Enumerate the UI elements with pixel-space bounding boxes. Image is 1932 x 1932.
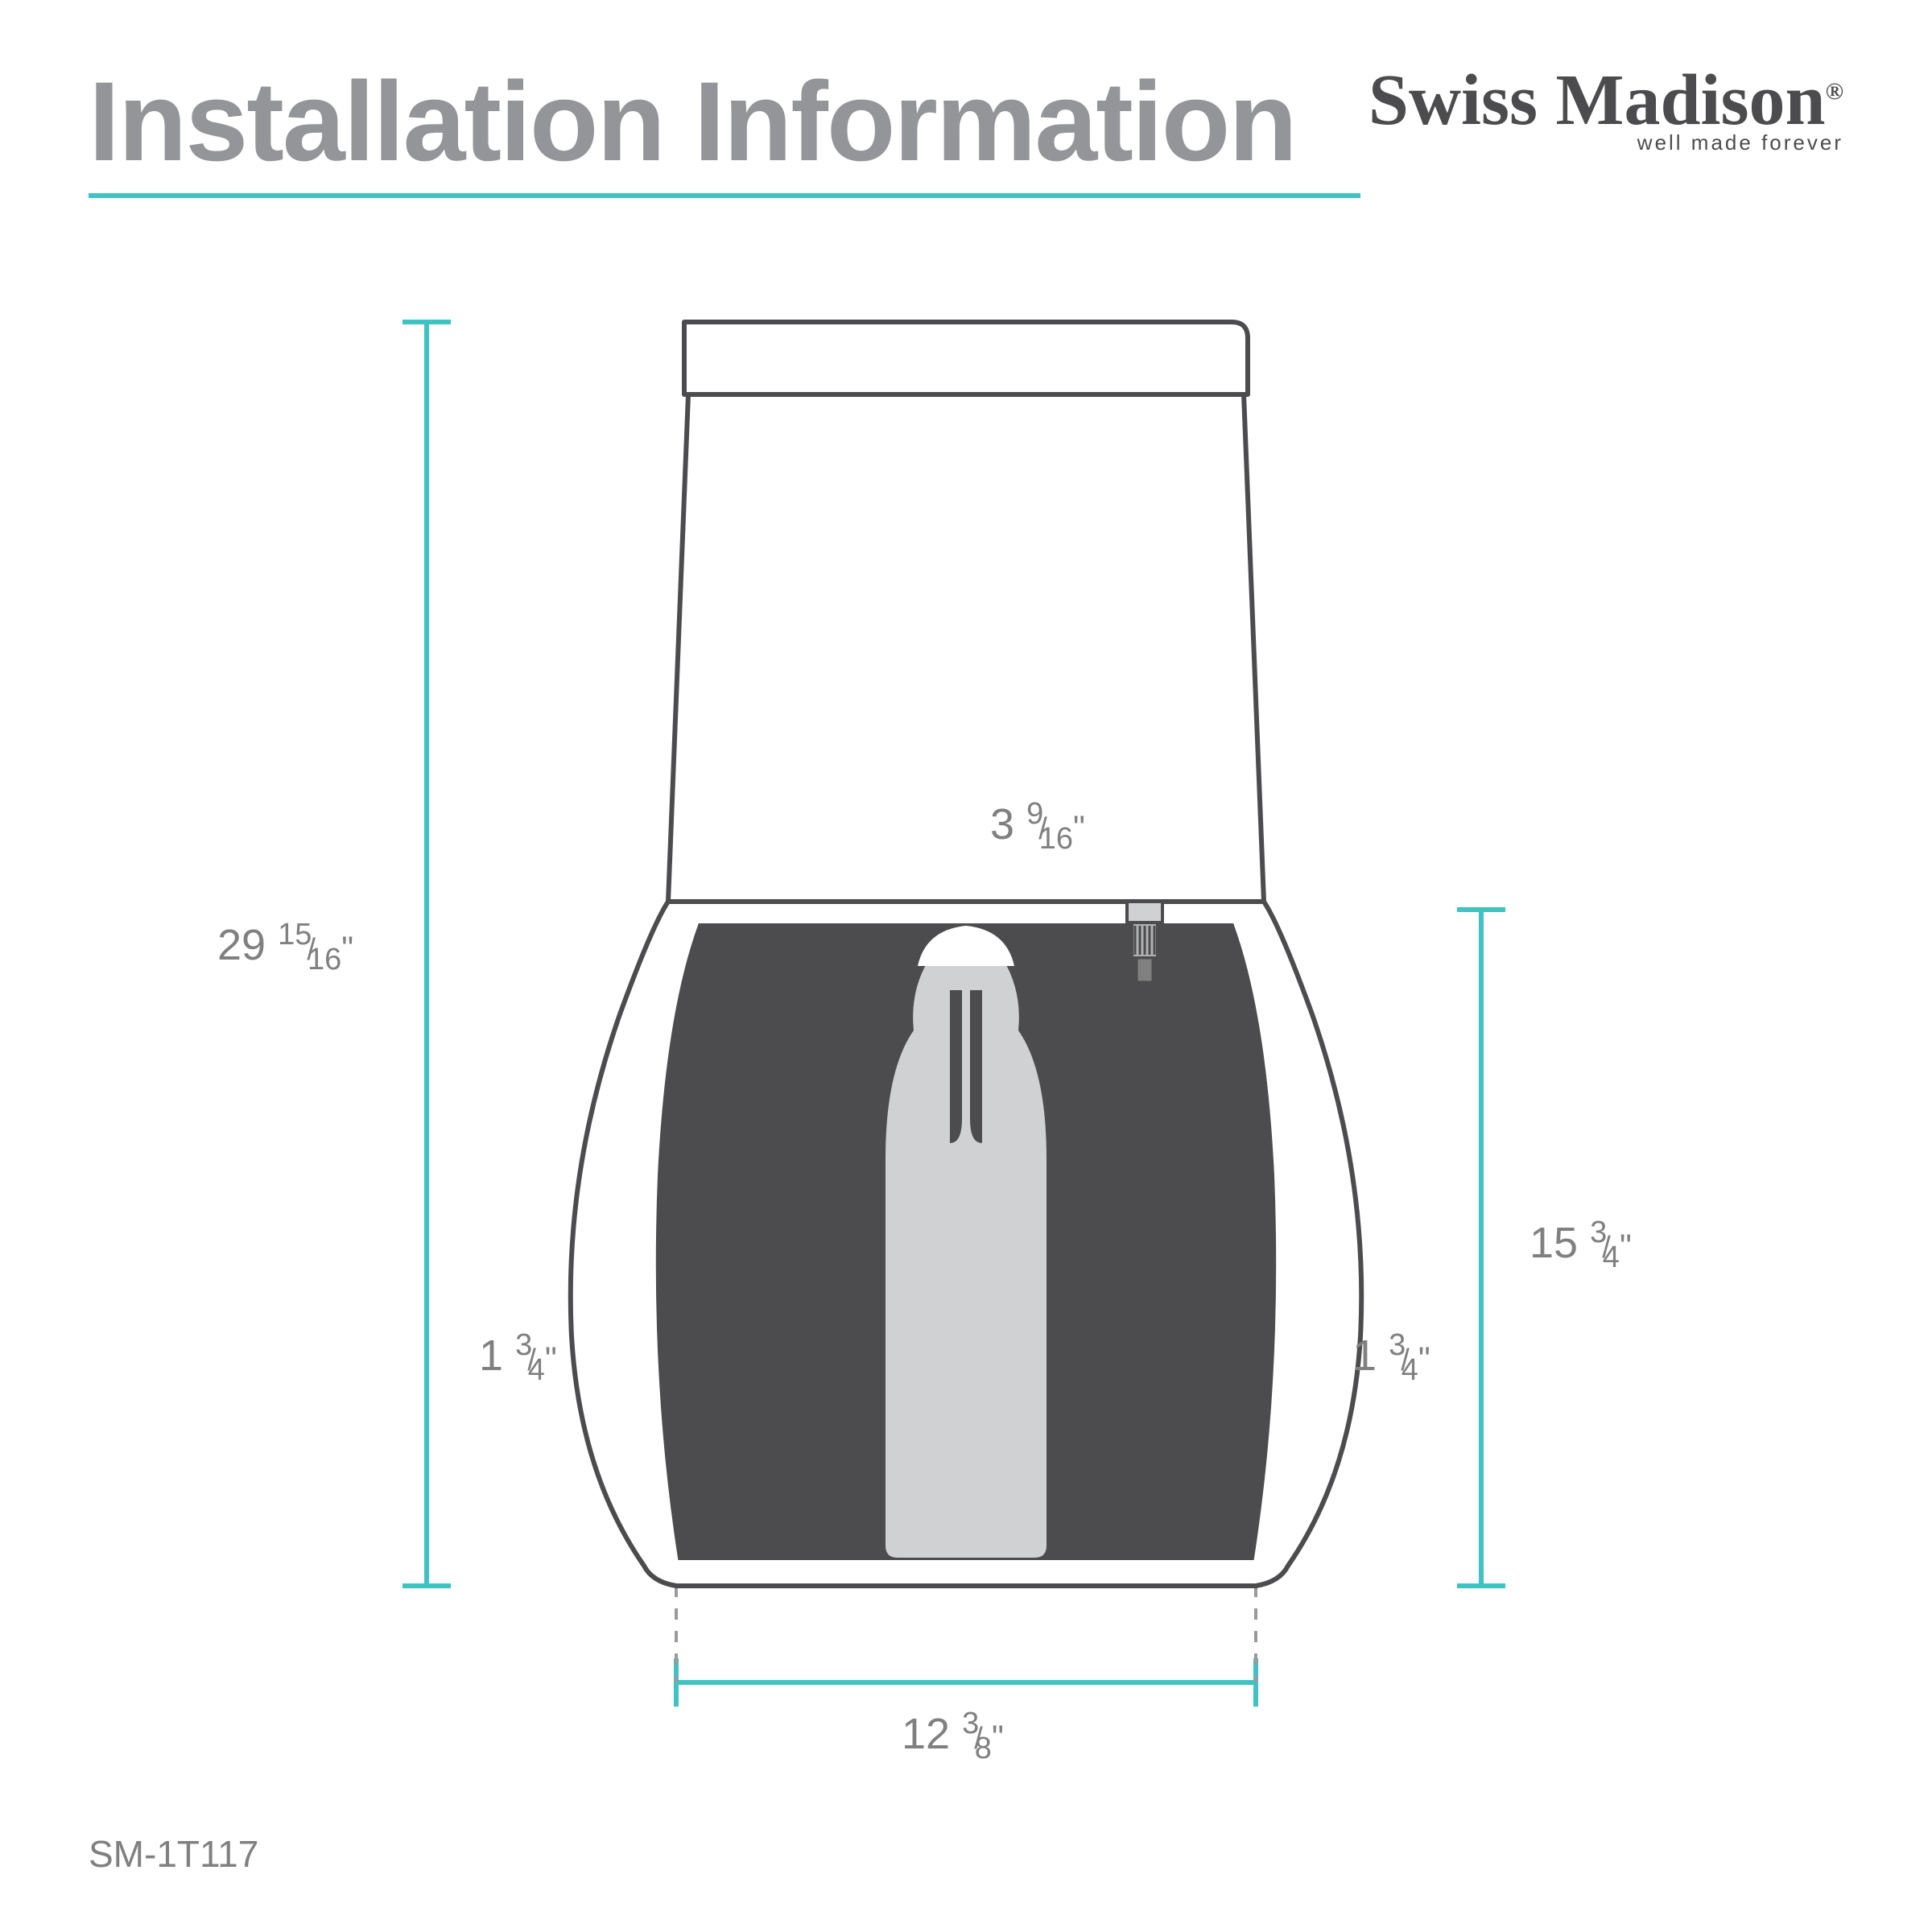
dim-base-width: 12 3/8" <box>902 1707 1004 1766</box>
registered-mark: ® <box>1826 78 1843 105</box>
model-number: SM-1T117 <box>89 1832 258 1876</box>
brand-logo: Swiss Madison® <box>1368 64 1843 137</box>
title-underline <box>89 193 1360 198</box>
dim-left-clearance: 1 3/4" <box>479 1328 557 1388</box>
brand-block: Swiss Madison® well made forever <box>1368 64 1843 155</box>
installation-diagram: 29 15/16" 15 3/4" 1 3/4" 1 3/4" 12 3/8" … <box>322 290 1610 1771</box>
dim-right-clearance: 1 3/4" <box>1352 1328 1430 1388</box>
brand-name-text: Swiss Madison <box>1368 60 1826 140</box>
page-title: Installation Information <box>89 56 1296 187</box>
dim-overall-height: 29 15/16" <box>217 918 353 977</box>
dim-valve-height: 15 3/4" <box>1530 1216 1632 1275</box>
dim-valve-offset: 3 9/16" <box>990 797 1085 857</box>
